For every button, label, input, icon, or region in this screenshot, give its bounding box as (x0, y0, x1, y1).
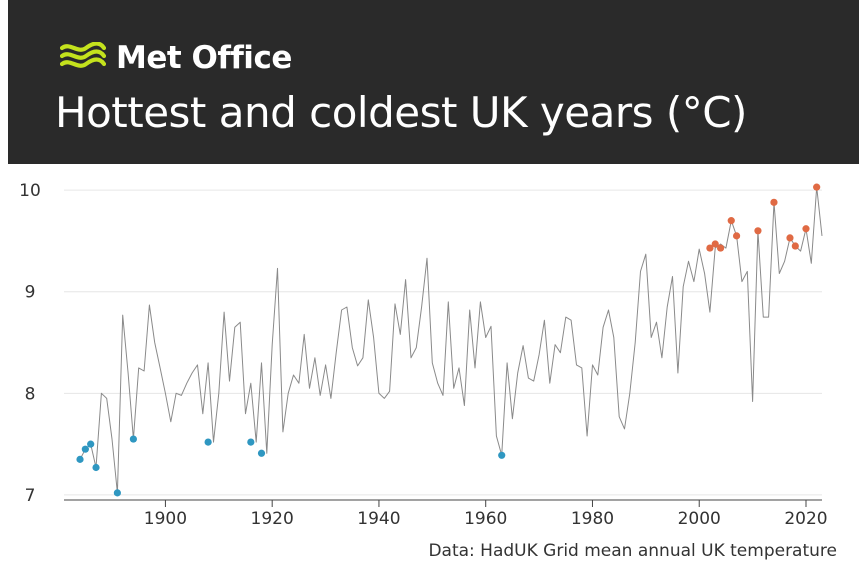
hot-year-point (732, 232, 741, 240)
hot-year-point (716, 244, 725, 252)
hot-year-point (802, 225, 810, 233)
hot-year-point (813, 183, 821, 191)
header-banner: Met Office Hottest and coldest UK years … (8, 0, 859, 164)
cold-year-point (498, 451, 506, 459)
hot-year-point (786, 234, 794, 242)
hot-year-point (711, 240, 719, 248)
cold-year-point (204, 438, 212, 446)
cold-year-point (92, 463, 100, 472)
x-tick-label: 1920 (251, 509, 294, 529)
cold-year-point (247, 438, 255, 446)
hot-year-point (706, 244, 714, 252)
cold-year-point (81, 445, 89, 453)
x-tick-label: 2020 (784, 509, 827, 529)
x-tick-label: 1900 (144, 509, 187, 529)
temperature-line (79, 186, 823, 494)
x-tick-label: 1960 (464, 509, 507, 529)
page-title: Hottest and coldest UK years (°C) (55, 88, 747, 137)
cold-year-point (129, 435, 137, 443)
cold-year-point (87, 440, 95, 448)
cold-year-point (113, 489, 121, 497)
hot-year-point (754, 227, 762, 235)
logo-text: Met Office (116, 40, 292, 76)
cold-year-point (257, 449, 266, 457)
met-office-logo: Met Office (60, 38, 292, 78)
hot-year-point (791, 242, 799, 250)
y-tick-label: 7 (25, 486, 36, 506)
x-tick-label: 1940 (357, 509, 400, 529)
cold-year-point (76, 455, 84, 463)
x-tick-label: 1980 (571, 509, 614, 529)
x-tick-label: 2000 (678, 509, 721, 529)
met-office-wave-icon (60, 42, 106, 68)
data-source-caption: Data: HadUK Grid mean annual UK temperat… (428, 541, 837, 561)
hot-year-point (727, 217, 735, 225)
y-tick-label: 9 (25, 283, 36, 303)
hot-year-point (770, 198, 778, 206)
y-tick-label: 8 (25, 384, 36, 404)
y-tick-label: 10 (19, 181, 41, 201)
